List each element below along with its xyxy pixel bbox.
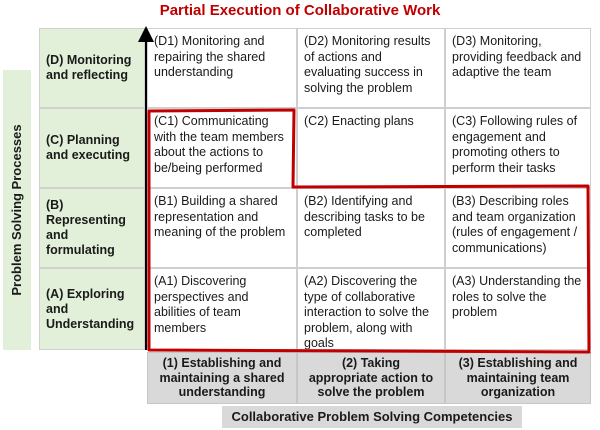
y-axis-label: Problem Solving Processes	[9, 124, 24, 296]
y-axis-band	[3, 70, 31, 350]
diagram-title: Partial Execution of Collaborative Work	[159, 2, 441, 19]
cell-b1: (B1) Building a shared representation an…	[147, 188, 297, 268]
x-axis-label: Collaborative Problem Solving Competenci…	[222, 406, 522, 428]
cell-b3: (B3) Describing roles and team organizat…	[445, 188, 591, 268]
cell-a3: (A3) Understanding the roles to solve th…	[445, 268, 591, 350]
cell-d1: (D1) Monitoring and repairing the shared…	[147, 28, 297, 108]
row-header-a: (A) Exploring and Understanding	[39, 268, 145, 350]
row-header-c: (C) Planning and executing	[39, 108, 145, 188]
cell-a2: (A2) Discovering the type of collaborati…	[297, 268, 445, 350]
cell-c3: (C3) Following rules of engagement and p…	[445, 108, 591, 188]
cell-c1: (C1) Communicating with the team members…	[147, 108, 297, 188]
column-header-2: (2) Taking appropriate action to solve t…	[297, 352, 445, 404]
cell-d3: (D3) Monitoring, providing feedback and …	[445, 28, 591, 108]
cell-d2: (D2) Monitoring results of actions and e…	[297, 28, 445, 108]
row-header-d: (D) Monitoring and reflecting	[39, 28, 145, 108]
cell-a1: (A1) Discovering perspectives and abilit…	[147, 268, 297, 350]
cell-b2: (B2) Identifying and describing tasks to…	[297, 188, 445, 268]
column-header-3: (3) Establishing and maintaining team or…	[445, 352, 591, 404]
row-header-b: (B) Representing and formulating	[39, 188, 145, 268]
cell-c2: (C2) Enacting plans	[297, 108, 445, 188]
column-header-1: (1) Establishing and maintaining a share…	[147, 352, 297, 404]
